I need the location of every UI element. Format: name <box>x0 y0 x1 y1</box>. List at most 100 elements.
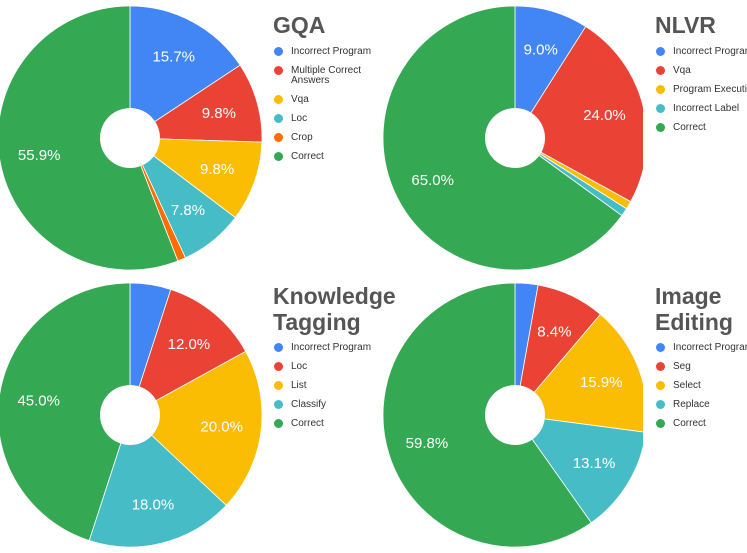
legend-label: Vqa <box>291 94 309 105</box>
legend-swatch <box>274 114 283 123</box>
legend-label: Correct <box>673 122 706 133</box>
legend-label: Classify <box>291 399 327 410</box>
legend-item-incorrect-program: Incorrect Program <box>656 47 747 57</box>
legend-swatch <box>656 400 665 409</box>
slice-label-correct: 65.0% <box>411 172 454 189</box>
legend-swatch <box>656 381 665 390</box>
pie-slice-loc <box>129 288 247 416</box>
legend-item-loc: Loc <box>274 114 384 124</box>
chart-panel-knowledge-tagging: 12.0% 20.0% 18.0% 45.0% Knowledge Tagging I… <box>0 277 396 553</box>
legend-item-loc: Loc <box>274 362 384 372</box>
legend-item-seg: Seg <box>656 362 747 372</box>
chart-panel-image-editing: 8.4% 15.9% 13.1% 59.8% Image Editing Incorr… <box>373 277 747 553</box>
legend-label: Incorrect Label <box>673 103 740 114</box>
donut-hole <box>100 385 160 445</box>
pie-slice-select <box>514 313 643 433</box>
chart-panel-gqa: 15.7% 9.8% 9.8% 7.8% 55.9% GQA Incorrect Pro… <box>0 0 373 276</box>
slice-label-incorrect-program: 15.7% <box>152 49 195 66</box>
legend-swatch <box>656 47 665 56</box>
legend-swatch <box>274 47 283 56</box>
pie-slice-vqa <box>128 137 263 219</box>
legend-swatch <box>274 343 283 352</box>
legend-knowledge-tagging: Incorrect Program Loc List Classify Correct <box>274 343 384 438</box>
legend-label: Correct <box>291 418 324 429</box>
legend-swatch <box>274 152 283 161</box>
pie-slice-vqa <box>514 25 643 203</box>
legend-item-correct: Correct <box>656 419 747 429</box>
slice-label-select: 15.9% <box>580 374 623 391</box>
chart-title-knowledge-tagging: Knowledge Tagging <box>273 283 396 335</box>
legend-gqa: Incorrect Program Multiple Correct Answer… <box>274 47 384 171</box>
legend-item-incorrect-program: Incorrect Program <box>274 47 384 57</box>
legend-item-vqa: Vqa <box>656 66 747 76</box>
slice-label-correct: 55.9% <box>18 147 61 164</box>
legend-label: Select <box>673 380 701 391</box>
pie-chart-gqa: 15.7% 9.8% 9.8% 7.8% 55.9% <box>0 5 263 271</box>
legend-swatch <box>656 104 665 113</box>
legend-label: Seg <box>673 361 691 372</box>
donut-hole <box>485 108 545 168</box>
legend-label: Replace <box>673 399 710 410</box>
legend-item-incorrect-label: Incorrect Label <box>656 104 747 114</box>
legend-swatch <box>656 85 665 94</box>
legend-swatch <box>656 343 665 352</box>
legend-item-vqa: Vqa <box>274 95 384 105</box>
pie-slice-correct <box>0 282 131 542</box>
legend-label: List <box>291 380 307 391</box>
slice-label-vqa: 24.0% <box>583 107 626 124</box>
donut-hole <box>100 108 160 168</box>
legend-swatch <box>656 419 665 428</box>
pie-chart-nlvr: 9.0% 24.0% 65.0% <box>382 5 643 271</box>
slice-label-loc: 12.0% <box>168 336 211 353</box>
slice-label-classify: 18.0% <box>132 496 175 513</box>
slice-label-correct: 59.8% <box>406 435 449 452</box>
legend-item-correct: Correct <box>656 123 747 133</box>
pie-slice-classify <box>88 414 227 548</box>
slice-label-incorrect-program: 9.0% <box>524 41 558 58</box>
pie-slice-replace <box>514 414 643 524</box>
legend-item-multiple-correct-answers: Multiple Correct Answers <box>274 66 384 86</box>
slice-label-list: 20.0% <box>200 419 243 436</box>
legend-swatch <box>274 362 283 371</box>
chart-panel-nlvr: 9.0% 24.0% 65.0% NLVR Incorrect Program Vqa… <box>373 0 747 276</box>
legend-swatch <box>274 381 283 390</box>
legend-label: Multiple Correct Answers <box>291 65 362 86</box>
legend-swatch <box>274 66 283 75</box>
legend-swatch <box>274 400 283 409</box>
legend-item-incorrect-program: Incorrect Program <box>274 343 384 353</box>
pie-slice-correct <box>0 5 179 271</box>
slice-label-correct: 45.0% <box>17 393 60 410</box>
legend-item-program-execution: Program Execution <box>656 85 747 95</box>
slice-label-loc: 7.8% <box>171 202 205 219</box>
legend-item-incorrect-program: Incorrect Program <box>656 343 747 353</box>
legend-item-correct: Correct <box>274 152 384 162</box>
legend-item-replace: Replace <box>656 400 747 410</box>
legend-item-classify: Classify <box>274 400 384 410</box>
legend-swatch <box>656 66 665 75</box>
legend-swatch <box>656 362 665 371</box>
legend-image-editing: Incorrect Program Seg Select Replace Correct <box>656 343 747 438</box>
legend-item-select: Select <box>656 381 747 391</box>
legend-swatch <box>274 133 283 142</box>
legend-label: Incorrect Program <box>291 46 372 57</box>
legend-swatch <box>656 123 665 132</box>
pie-slice-incorrect-program <box>129 5 241 139</box>
slice-label-seg: 8.4% <box>537 323 571 340</box>
legend-label: Incorrect Program <box>291 342 372 353</box>
legend-label: Vqa <box>673 65 691 76</box>
legend-swatch <box>274 419 283 428</box>
slice-label-replace: 13.1% <box>573 455 616 472</box>
legend-label: Incorrect Program <box>673 46 747 57</box>
legend-item-crop: Crop <box>274 133 384 143</box>
pie-slice-multiple-correct-answers <box>128 64 263 143</box>
legend-label: Loc <box>291 361 308 372</box>
slice-label-multiple-correct-answers: 9.8% <box>202 105 236 122</box>
pie-chart-image-editing: 8.4% 15.9% 13.1% 59.8% <box>382 282 643 548</box>
chart-title-nlvr: NLVR <box>655 12 716 38</box>
legend-label: Program Execution <box>673 84 747 95</box>
chart-title-gqa: GQA <box>273 12 326 38</box>
donut-hole <box>485 385 545 445</box>
legend-label: Crop <box>291 132 313 143</box>
pie-slice-list <box>129 350 263 506</box>
legend-label: Correct <box>291 151 324 162</box>
